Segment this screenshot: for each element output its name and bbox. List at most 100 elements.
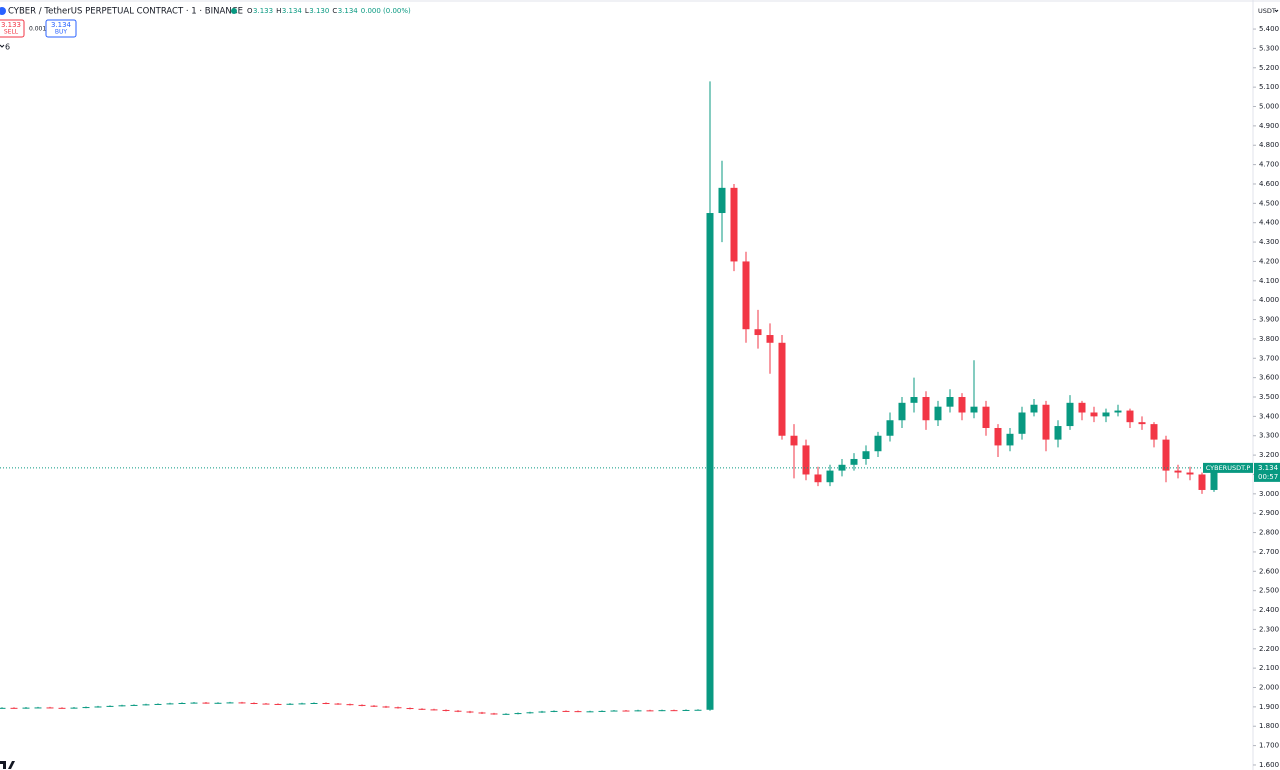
candle-body xyxy=(1042,404,1050,440)
candle-body xyxy=(322,702,330,704)
candle-body xyxy=(262,703,270,705)
candle-body xyxy=(718,187,726,214)
y-tick-label: 3.500 xyxy=(1259,393,1279,401)
candle-body xyxy=(94,706,102,708)
candle-body xyxy=(538,711,546,713)
last-price-label: 3.134 xyxy=(1258,464,1279,472)
candle-body xyxy=(910,397,918,403)
y-tick-label: 4.800 xyxy=(1259,141,1279,149)
candle-body xyxy=(694,709,702,711)
ohlc-label: L xyxy=(305,7,309,15)
candle-body xyxy=(634,710,642,712)
ohlc-value: 3.134 xyxy=(282,7,303,15)
candle-body xyxy=(490,713,498,715)
candle-body xyxy=(814,474,822,483)
candle-body xyxy=(850,458,858,465)
candle-body xyxy=(82,707,90,709)
ohlc-value: 3.130 xyxy=(309,7,329,15)
y-tick-label: 3.300 xyxy=(1259,432,1279,440)
candle-body xyxy=(502,713,510,715)
y-tick-label: 2.700 xyxy=(1259,548,1279,556)
y-tick-label: 3.000 xyxy=(1259,490,1279,498)
candle-body xyxy=(526,712,534,714)
y-tick-label: 2.200 xyxy=(1259,645,1279,653)
candle-body xyxy=(298,703,306,705)
candle-body xyxy=(406,708,414,710)
candle-body xyxy=(514,713,522,715)
indicators-count: 6 xyxy=(5,43,10,52)
candle-body xyxy=(0,707,6,709)
candle-body xyxy=(238,702,246,704)
candle-body xyxy=(442,709,450,711)
candle-body xyxy=(382,706,390,708)
candle-body xyxy=(454,710,462,712)
candle-body xyxy=(358,704,366,706)
symbol-logo xyxy=(0,7,6,15)
y-tick-label: 4.400 xyxy=(1259,219,1279,227)
symbol-title: CYBER / TetherUS PERPETUAL CONTRACT · 1 … xyxy=(8,7,243,17)
candle-body xyxy=(394,707,402,709)
candle-body xyxy=(982,406,990,428)
candle-body xyxy=(598,710,606,712)
sell-button[interactable] xyxy=(0,19,25,38)
candle-body xyxy=(934,406,942,421)
buy-button[interactable] xyxy=(45,19,77,38)
candle-body xyxy=(1102,412,1110,417)
y-tick-label: 2.900 xyxy=(1259,509,1279,517)
price-box xyxy=(1254,462,1280,482)
y-tick-label: 1.800 xyxy=(1259,722,1279,730)
candle-body xyxy=(130,704,138,706)
candle-body xyxy=(334,703,342,705)
candle-body xyxy=(970,406,978,413)
buy-price: 3.134 xyxy=(51,21,72,29)
candle-body xyxy=(562,710,570,712)
candle-body xyxy=(22,707,30,709)
candle-body xyxy=(658,710,666,712)
candle-body xyxy=(730,187,738,262)
unit-chevron[interactable] xyxy=(1274,9,1279,13)
candle-body xyxy=(1066,402,1074,427)
candle-body xyxy=(166,703,174,705)
y-tick-label: 2.100 xyxy=(1259,664,1279,672)
y-tick-label: 2.600 xyxy=(1259,567,1279,575)
y-tick-label: 4.200 xyxy=(1259,257,1279,265)
sell-label: SELL xyxy=(4,29,19,36)
candle-body xyxy=(922,397,930,421)
candle-body xyxy=(214,702,222,704)
y-tick-label: 4.600 xyxy=(1259,180,1279,188)
indicators-chevron[interactable] xyxy=(0,44,5,48)
candle-body xyxy=(1090,412,1098,417)
candle-body xyxy=(1174,470,1182,473)
candle-body xyxy=(1186,472,1194,475)
candle-body xyxy=(418,708,426,710)
candle-body xyxy=(826,470,834,483)
y-tick-label: 2.400 xyxy=(1259,606,1279,614)
candle-body xyxy=(670,710,678,712)
candle-body xyxy=(1138,422,1146,425)
candle-body xyxy=(1210,467,1218,490)
candle-body xyxy=(802,445,810,475)
axis-unit[interactable]: USDT xyxy=(1258,7,1276,15)
candle-body xyxy=(190,702,198,704)
tradingview-logo xyxy=(0,761,15,769)
ohlc-legend: O 3.133 H 3.134 L 3.130 C 3.134 0.000 (0.00%) xyxy=(247,7,411,15)
candle-body xyxy=(1054,426,1062,440)
candle-body xyxy=(286,703,294,705)
change: 0.000 (0.00%) xyxy=(361,7,411,15)
spread: 0.001 xyxy=(29,26,46,33)
ohlc-label: O xyxy=(247,7,253,15)
y-tick-label: 1.600 xyxy=(1259,761,1279,769)
y-tick-label: 2.800 xyxy=(1259,529,1279,537)
candle-body xyxy=(34,707,42,709)
candle-body xyxy=(1018,412,1026,434)
symbol-tag: CYBERUSDT.P xyxy=(1206,464,1251,472)
ohlc-value: 3.134 xyxy=(338,7,359,15)
candle-body xyxy=(118,705,126,707)
candle-body xyxy=(682,709,690,711)
candle-body xyxy=(106,705,114,707)
candle-body xyxy=(874,435,882,452)
y-tick-label: 4.900 xyxy=(1259,122,1279,130)
y-tick-label: 5.200 xyxy=(1259,64,1279,72)
y-tick-label: 1.700 xyxy=(1259,742,1279,750)
y-tick-label: 4.300 xyxy=(1259,238,1279,246)
